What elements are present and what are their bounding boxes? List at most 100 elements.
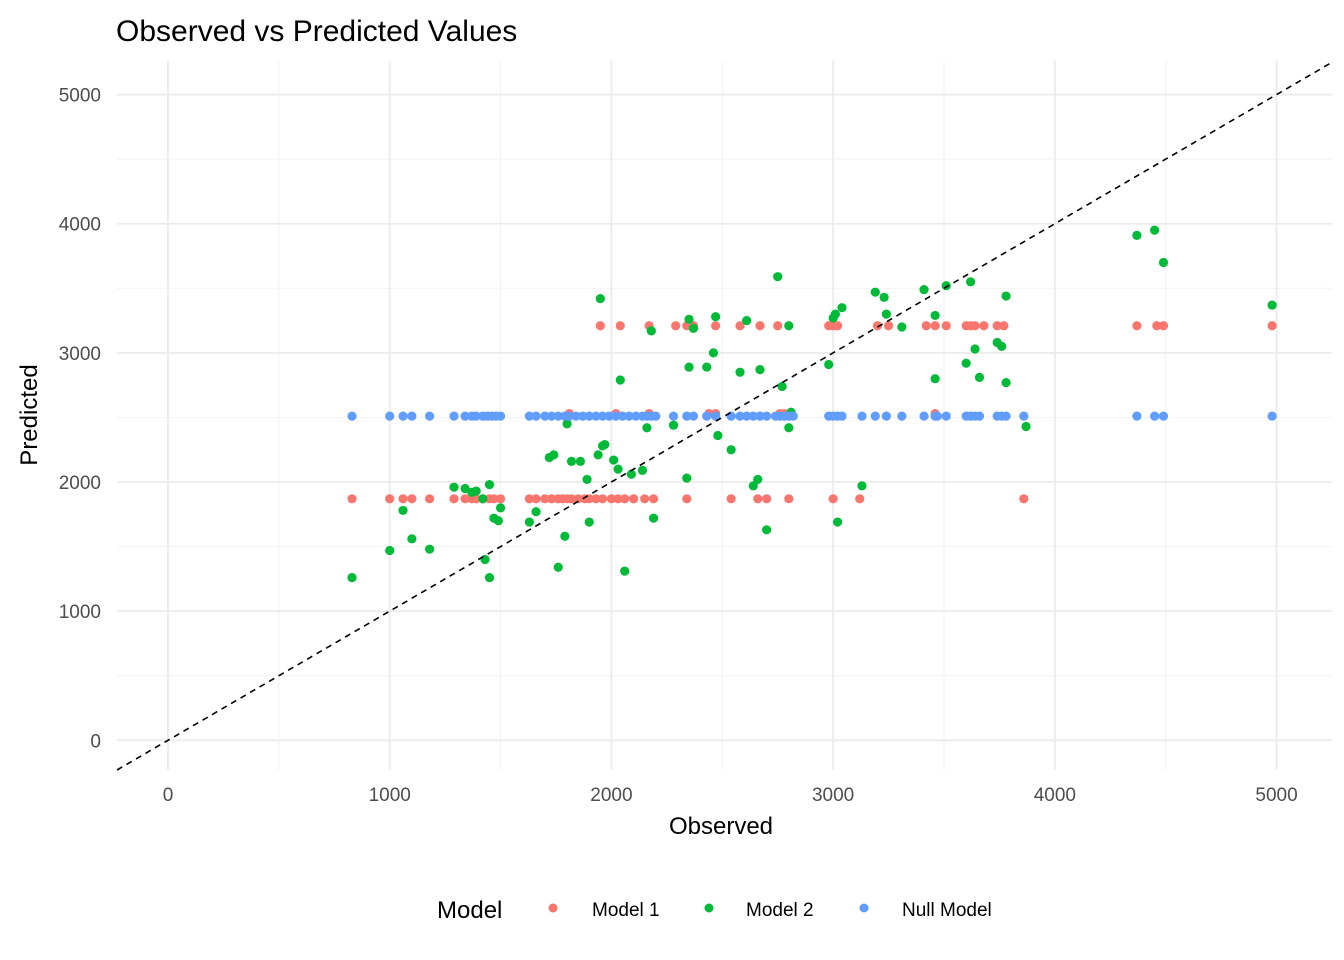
data-point: [735, 411, 745, 421]
data-point: [613, 494, 623, 504]
data-point: [857, 481, 867, 491]
data-point: [932, 411, 942, 421]
data-point: [773, 321, 783, 331]
series-model-2: [347, 225, 1277, 583]
data-point: [762, 494, 772, 504]
data-point: [584, 517, 594, 527]
data-point: [385, 411, 395, 421]
data-point: [702, 362, 712, 372]
data-point: [478, 494, 488, 504]
data-point: [688, 323, 699, 333]
data-point: [615, 375, 625, 385]
data-point: [471, 411, 481, 421]
data-point: [566, 456, 577, 466]
data-point: [879, 292, 889, 302]
data-point: [711, 411, 721, 421]
data-point: [881, 411, 891, 421]
data-point: [615, 321, 625, 331]
data-point: [425, 494, 435, 504]
data-point: [611, 411, 621, 421]
data-point: [961, 358, 971, 368]
data-point: [566, 494, 577, 504]
data-point: [979, 321, 989, 331]
legend-marker-model-2: [704, 903, 714, 913]
x-tick-label: 3000: [812, 785, 854, 806]
data-point: [753, 474, 763, 485]
data-point: [493, 516, 503, 526]
data-point: [832, 321, 843, 331]
data-point: [591, 411, 601, 421]
x-tick-label: 5000: [1255, 785, 1297, 806]
data-point: [702, 411, 712, 421]
data-point: [997, 341, 1007, 352]
data-point: [753, 494, 763, 504]
data-point: [837, 303, 847, 313]
chart-title: Observed vs Predicted Values: [116, 15, 517, 48]
data-point: [347, 411, 357, 421]
legend: Model Model 1 Model 2 Null Model: [437, 897, 992, 924]
data-point: [881, 309, 891, 319]
data-point: [684, 362, 694, 372]
y-tick-label: 2000: [59, 473, 101, 494]
data-point: [553, 562, 563, 572]
y-axis-title: Predicted: [16, 364, 43, 465]
y-axis-tick-labels: 0 1000 2000 3000 4000 5000: [59, 86, 101, 753]
data-point: [582, 474, 592, 485]
x-axis-title: Observed: [669, 813, 773, 840]
data-point: [773, 272, 783, 282]
data-point: [620, 494, 630, 504]
data-point: [540, 494, 550, 504]
legend-marker-model-1: [548, 903, 558, 913]
data-point: [553, 411, 563, 421]
data-point: [777, 381, 787, 392]
data-point: [755, 365, 765, 375]
data-point: [593, 450, 603, 460]
data-point: [755, 321, 765, 331]
data-point: [646, 326, 656, 336]
data-point: [546, 411, 557, 421]
data-point: [870, 411, 880, 421]
data-point: [870, 287, 880, 297]
data-point: [560, 531, 570, 541]
data-point: [642, 423, 652, 433]
data-point: [1267, 300, 1277, 310]
data-point: [637, 465, 648, 475]
y-tick-label: 4000: [59, 215, 101, 236]
data-point: [425, 411, 435, 421]
data-point: [941, 281, 951, 291]
data-point: [671, 321, 681, 331]
data-point: [484, 479, 495, 490]
data-point: [531, 494, 541, 504]
data-point: [471, 486, 481, 496]
data-point: [897, 411, 907, 421]
data-point: [617, 411, 628, 421]
data-point: [855, 494, 865, 504]
data-point: [549, 450, 559, 460]
data-point: [1267, 411, 1277, 421]
data-point: [762, 411, 772, 421]
data-point: [495, 411, 506, 421]
data-point: [591, 494, 601, 504]
data-point: [398, 411, 408, 421]
data-point: [784, 321, 794, 331]
data-point: [930, 310, 940, 321]
data-point: [484, 572, 495, 583]
data-point: [941, 321, 951, 331]
data-point: [1132, 230, 1142, 240]
data-point: [573, 494, 583, 504]
data-point: [407, 411, 417, 421]
data-point: [575, 456, 585, 466]
data-point: [837, 411, 847, 421]
data-point: [449, 411, 459, 421]
data-point: [682, 494, 692, 504]
data-point: [449, 482, 459, 492]
data-point: [471, 494, 481, 504]
data-point: [449, 494, 459, 504]
data-point: [584, 411, 594, 421]
data-point: [564, 411, 574, 421]
data-point: [407, 494, 417, 504]
data-point: [1150, 411, 1160, 421]
series-model-1: [347, 321, 1277, 504]
data-point: [999, 321, 1009, 331]
data-point: [600, 439, 610, 450]
